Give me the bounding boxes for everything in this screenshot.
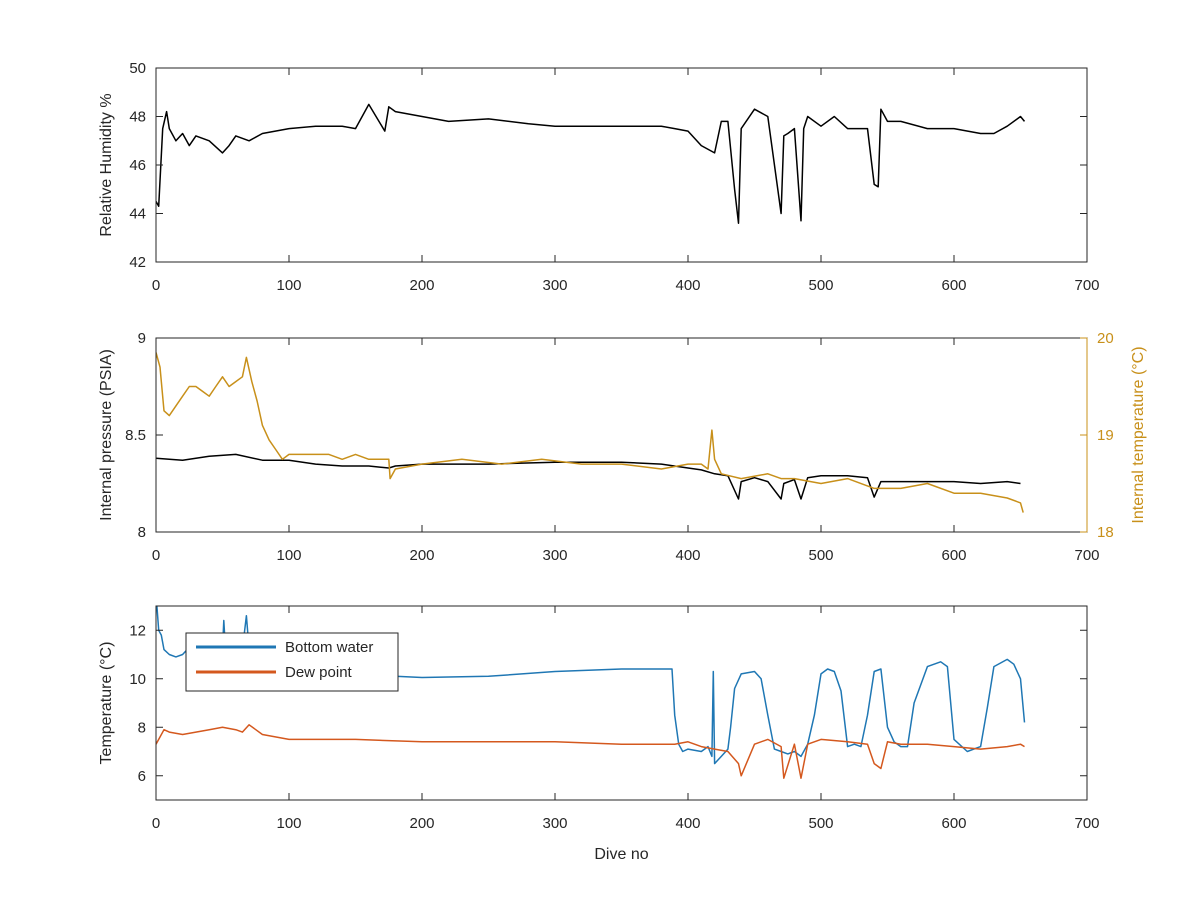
y-axis-label: Internal pressure (PSIA) (98, 349, 115, 521)
y2-tick-label: 18 (1097, 524, 1114, 541)
series-line-dew-point (156, 724, 1025, 779)
y-tick-label: 10 (129, 671, 146, 688)
x-tick-label: 700 (1074, 277, 1099, 294)
x-tick-label: 300 (542, 547, 567, 564)
y-tick-label: 9 (138, 330, 146, 347)
x-tick-label: 700 (1074, 815, 1099, 832)
y-tick-label: 46 (129, 157, 146, 174)
series-line-humidity (156, 103, 1026, 224)
y-tick-label: 42 (129, 254, 146, 271)
y-axis-label: Relative Humidity % (98, 93, 115, 236)
legend-label: Dew point (285, 664, 353, 681)
x-tick-label: 500 (808, 277, 833, 294)
y-axis-label: Temperature (°C) (98, 642, 115, 765)
x-tick-label: 200 (409, 547, 434, 564)
x-tick-label: 0 (152, 815, 160, 832)
x-tick-label: 200 (409, 815, 434, 832)
x-tick-label: 0 (152, 277, 160, 294)
series-group (156, 352, 1024, 513)
axes-frame (155, 605, 1088, 801)
y2-tick-label: 19 (1097, 427, 1114, 444)
temperature-panel: 0 100 200 300 400 500 600 700 6 8 10 12 Temperature … (98, 605, 1100, 863)
series-line-pressure (156, 453, 1021, 500)
x-tick-label: 600 (941, 815, 966, 832)
x-tick-label: 400 (675, 277, 700, 294)
x-tick-label: 100 (276, 277, 301, 294)
x-tick-label: 300 (542, 815, 567, 832)
x-tick-label: 500 (808, 547, 833, 564)
y-tick-label: 8 (138, 524, 146, 541)
x-tick-label: 600 (941, 547, 966, 564)
x-tick-label: 400 (675, 815, 700, 832)
y-tick-label: 8.5 (125, 427, 146, 444)
y-tick-label: 50 (129, 60, 146, 77)
y-tick-label: 12 (129, 622, 146, 639)
x-tick-label: 300 (542, 277, 567, 294)
y2-tick-label: 20 (1097, 330, 1114, 347)
y-tick-label: 48 (129, 109, 146, 126)
x-tick-label: 100 (276, 815, 301, 832)
x-tick-label: 700 (1074, 547, 1099, 564)
x-tick-label: 600 (941, 277, 966, 294)
axes-frame (155, 67, 1088, 263)
x-tick-label: 500 (808, 815, 833, 832)
legend: Bottom water Dew point (185, 632, 399, 692)
axes-frame (155, 337, 1088, 533)
y-tick-label: 44 (129, 206, 146, 223)
x-tick-label: 100 (276, 547, 301, 564)
y-tick-label: 8 (138, 719, 146, 736)
humidity-panel: 0 100 200 300 400 500 600 700 42 44 46 48 50 Relative… (98, 60, 1100, 294)
pressure-temperature-panel: 0 100 200 300 400 500 600 700 8 8.5 9 18 19 20 Interna… (98, 330, 1147, 564)
legend-label: Bottom water (285, 639, 373, 656)
y2-axis-label: Internal temperature (°C) (1130, 346, 1147, 523)
series-line-internal_temperature (156, 352, 1024, 513)
x-tick-label: 200 (409, 277, 434, 294)
legend-box (185, 632, 399, 692)
series-group (156, 103, 1026, 224)
x-tick-label: 400 (675, 547, 700, 564)
x-axis-label: Dive no (594, 846, 648, 863)
x-tick-label: 0 (152, 547, 160, 564)
y-tick-label: 6 (138, 768, 146, 785)
